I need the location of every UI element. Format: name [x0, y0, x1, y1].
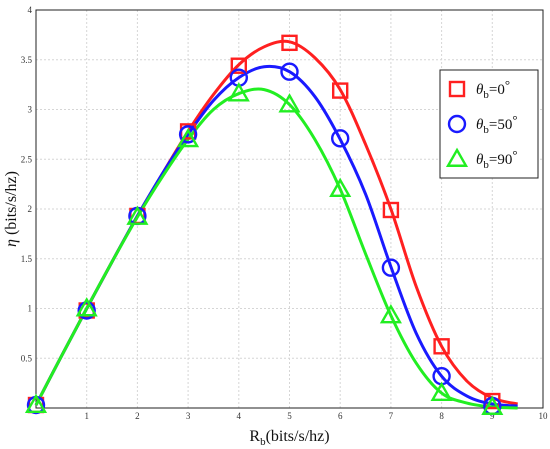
legend-label-deg: ° [505, 77, 510, 92]
x-tick-label: 7 [389, 411, 394, 421]
data-point-series-2 [77, 301, 96, 320]
data-point-series-1 [230, 57, 248, 74]
y-axis-label-rest: (bits/s/hz) [3, 171, 20, 239]
data-point-series-2 [381, 258, 401, 277]
x-axis-label-base: R [249, 428, 260, 445]
legend-marker-2 [447, 114, 467, 134]
legend-label-1: θb=0° [476, 77, 510, 101]
data-point-series-3 [227, 82, 250, 102]
legend-box [439, 69, 539, 179]
legend-label-sub: b [483, 124, 489, 136]
y-tick-label: 3 [28, 105, 33, 115]
data-point-series-1 [281, 34, 298, 52]
x-tick-label: 10 [539, 411, 549, 421]
legend-label-2: θb=50° [476, 112, 518, 136]
legend-label-3: θb=90° [476, 147, 518, 171]
y-tick-label: 2 [28, 204, 33, 214]
plot-frame [35, 9, 544, 409]
data-point-series-3 [177, 127, 200, 148]
y-axis-label-symbol: η [3, 239, 20, 247]
x-tick-label: 8 [439, 411, 444, 421]
legend-label-sub: b [483, 89, 489, 101]
data-point-series-3 [329, 177, 352, 198]
series-markers [24, 34, 504, 416]
data-point-series-3 [278, 93, 301, 113]
data-point-series-3 [75, 297, 98, 317]
legend-label-symbol: θ [476, 82, 484, 98]
data-point-series-3 [24, 393, 48, 413]
x-tick-label: 6 [338, 411, 343, 421]
tick-labels: 1 2 3 4 5 6 7 8 9 10 0.5 1 1.5 2 2.5 3 3.5 4 [21, 5, 548, 421]
y-tick-label: 0.5 [21, 353, 33, 363]
legend-label-rest: =50 [489, 117, 512, 133]
data-point-series-2 [331, 129, 350, 148]
legend-label-rest: =90 [489, 152, 512, 168]
grid [36, 10, 543, 408]
x-axis-label-sub: b [260, 436, 266, 448]
legend-marker-1 [448, 80, 466, 98]
legend-label-symbol: θ [476, 152, 484, 168]
data-point-series-1 [332, 82, 349, 99]
y-tick-label: 3.5 [21, 55, 33, 65]
x-tick-label: 9 [490, 411, 495, 421]
data-point-series-1 [382, 201, 400, 219]
data-point-series-3 [430, 381, 453, 402]
data-point-series-1 [433, 338, 450, 355]
x-axis-label-rest: (bits/s/hz) [266, 428, 330, 445]
legend: θb=0°θb=50°θb=90° [439, 69, 539, 179]
x-tick-label: 4 [237, 411, 242, 421]
data-point-series-3 [379, 304, 402, 324]
y-tick-label: 4 [28, 5, 33, 15]
y-tick-label: 1.5 [21, 254, 33, 264]
legend-label-rest: =0 [489, 82, 505, 98]
data-point-series-3 [481, 395, 504, 415]
legend-label-symbol: θ [476, 117, 484, 133]
x-axis-label: Rb(bits/s/hz) [249, 428, 329, 448]
data-point-series-2 [178, 125, 198, 144]
x-tick-label: 2 [135, 411, 140, 421]
legend-label-sub: b [483, 159, 489, 171]
x-tick-label: 1 [84, 411, 89, 421]
y-tick-label: 2.5 [21, 154, 33, 164]
data-point-series-3 [126, 205, 149, 225]
legend-marker-3 [445, 147, 469, 167]
x-tick-label: 5 [287, 411, 292, 421]
x-tick-label: 3 [186, 411, 191, 421]
legend-label-deg: ° [512, 112, 517, 127]
y-tick-label: 1 [28, 304, 33, 314]
data-point-series-2 [280, 62, 299, 81]
y-axis-label: η (bits/s/hz) [3, 171, 20, 247]
legend-label-deg: ° [512, 147, 517, 162]
